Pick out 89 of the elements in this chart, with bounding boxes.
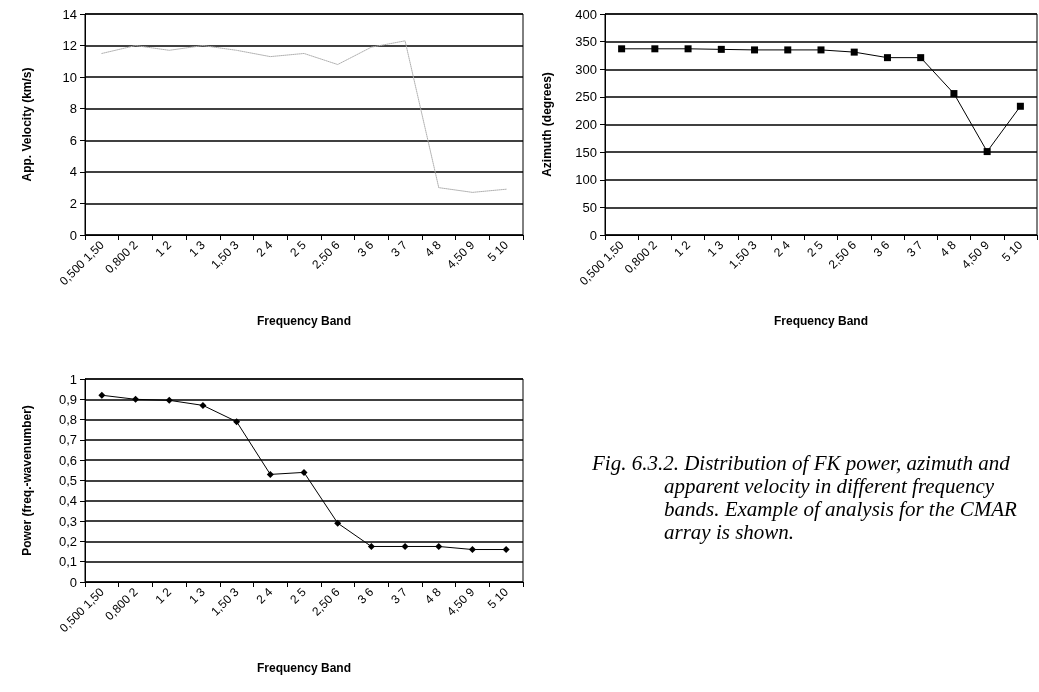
- x-tick-label: 4 8: [422, 237, 444, 260]
- point: [435, 542, 443, 550]
- point: [684, 45, 692, 53]
- point: [266, 470, 274, 478]
- x-tick-label: 1 3: [704, 237, 727, 260]
- y-tick-label: 0,7: [58, 432, 77, 448]
- x-tick-label: 1 2: [152, 584, 175, 607]
- y-tick-label: 8: [69, 101, 77, 117]
- y-tick-label: 10: [62, 69, 77, 85]
- point: [651, 45, 659, 53]
- x-tick-label: 4,50 9: [443, 237, 478, 272]
- point: [850, 48, 858, 56]
- point: [784, 46, 792, 54]
- x-tick-label: 5 10: [484, 584, 512, 612]
- x-tick-label: 4,50 9: [958, 237, 993, 272]
- x-tick-label: 4 8: [422, 584, 444, 607]
- y-axis-title: Azimuth (degrees): [540, 72, 554, 177]
- y-tick-label: 0: [589, 227, 597, 243]
- point: [983, 148, 991, 156]
- y-tick-label: 0,4: [58, 493, 77, 509]
- point: [950, 90, 958, 98]
- y-tick-label: 4: [69, 164, 77, 180]
- x-tick-label: 1 2: [152, 237, 175, 260]
- x-tick-label: 1 2: [671, 237, 694, 260]
- y-tick-label: 0: [69, 574, 77, 590]
- x-tick-label: 3 7: [388, 237, 411, 260]
- x-tick-label: 3 7: [903, 237, 926, 260]
- y-tick-label: 0: [69, 227, 77, 243]
- y-axis-title: Power (freq.-wavenumber): [20, 405, 34, 556]
- x-tick-label: 3 6: [870, 237, 893, 260]
- y-tick-label: 150: [575, 144, 597, 160]
- x-tick-label: 4 8: [937, 237, 960, 260]
- x-tick-label: 3 6: [354, 584, 377, 607]
- point: [817, 46, 825, 54]
- point: [1016, 102, 1024, 110]
- point: [717, 45, 725, 53]
- x-tick-label: 3 6: [354, 237, 377, 260]
- point: [199, 401, 207, 409]
- y-tick-label: 0,2: [58, 533, 77, 549]
- y-tick-label: 0,3: [58, 513, 77, 529]
- point: [165, 396, 173, 404]
- point: [751, 46, 759, 54]
- y-tick-label: 0,6: [58, 452, 77, 468]
- point: [132, 395, 140, 403]
- point: [300, 468, 308, 476]
- y-tick-label: 300: [575, 61, 597, 77]
- y-tick-label: 14: [62, 6, 77, 22]
- y-tick-label: 1: [69, 371, 77, 387]
- x-tick-label: 3 7: [388, 584, 411, 607]
- x-tick-label: 2 4: [253, 237, 276, 260]
- y-tick-label: 0,1: [58, 554, 77, 570]
- y-tick-label: 350: [575, 34, 597, 50]
- y-tick-label: 0,8: [58, 412, 77, 428]
- y-tick-label: 6: [69, 132, 77, 148]
- point: [401, 542, 409, 550]
- y-tick-label: 0,5: [58, 473, 77, 488]
- y-axis-title: App. Velocity (km/s): [20, 67, 34, 182]
- point: [883, 54, 891, 62]
- point: [334, 519, 342, 527]
- y-tick-label: 12: [62, 38, 77, 54]
- x-tick-label: 2 4: [253, 584, 276, 607]
- x-tick-label: 2 5: [287, 584, 310, 607]
- x-tick-label: 4,50 9: [443, 584, 478, 619]
- y-tick-label: 100: [575, 172, 597, 188]
- y-tick-label: 50: [582, 199, 597, 215]
- point: [367, 542, 375, 550]
- caption: Fig. 6.3.2. Distribution of FK power, azimuth and apparent velocity in different frequency bands. Example of analysis for the CMAR array is shown.: [592, 451, 1017, 544]
- point: [618, 45, 626, 53]
- point: [502, 546, 510, 554]
- point: [468, 546, 476, 554]
- point: [917, 54, 925, 62]
- x-axis-title: Frequency Band: [256, 314, 352, 328]
- x-tick-label: 5 10: [998, 237, 1026, 265]
- x-tick-label: 5 10: [484, 237, 512, 265]
- y-tick-label: 400: [575, 6, 597, 22]
- x-tick-label: 2 5: [287, 237, 310, 260]
- x-tick-label: 1 3: [186, 237, 209, 260]
- x-tick-label: 1 3: [186, 584, 209, 607]
- y-tick-label: 200: [575, 117, 597, 132]
- point: [233, 418, 241, 426]
- line-series: [101, 40, 507, 193]
- x-axis-title: Frequency Band: [256, 661, 352, 675]
- y-tick-label: 2: [69, 195, 77, 211]
- y-tick-label: 0,9: [58, 391, 77, 407]
- x-tick-label: 2 4: [771, 237, 793, 260]
- point: [98, 391, 106, 399]
- x-tick-label: 2 5: [804, 237, 827, 260]
- x-axis-title: Frequency Band: [773, 314, 869, 328]
- y-tick-label: 250: [575, 89, 597, 105]
